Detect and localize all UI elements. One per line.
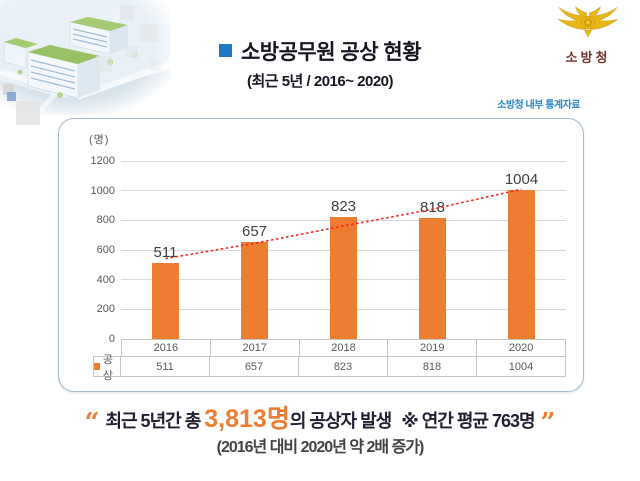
bar-value-label: 818 [419, 198, 446, 216]
bar-value-label: 823 [330, 197, 357, 215]
bar [508, 190, 535, 339]
value-cell: 1004 [477, 356, 566, 377]
value-cell: 818 [388, 356, 477, 377]
legend-swatch-icon [94, 363, 100, 370]
value-cell: 823 [299, 356, 388, 377]
agency-logo: 소방청 [548, 6, 628, 66]
title-bullet-icon [218, 44, 232, 57]
quote-prefix: 최근 5년간 총 [105, 411, 205, 431]
quote-highlight-number: 3,813명 [204, 405, 290, 433]
y-axis-tick-label: 200 [96, 303, 115, 316]
bar-value-label: 1004 [504, 171, 539, 189]
decor-square-light [16, 101, 40, 125]
quote-open-icon: “ [84, 408, 100, 438]
bar [152, 263, 179, 339]
y-axis-tick-label: 1200 [90, 155, 115, 167]
y-axis-tick-label: 0 [108, 333, 115, 345]
y-axis-tick-label: 1000 [90, 184, 115, 197]
source-note: 소방청 내부 통계자료 [497, 100, 580, 111]
year-cell: 2020 [477, 339, 566, 356]
page-title-row: 소방공무원 공상 현황 [0, 36, 640, 66]
bar-value-label: 657 [241, 222, 268, 240]
page-subtitle: (최근 5년 / 2016~ 2020) [246, 73, 394, 90]
y-axis-tick-label: 600 [96, 244, 115, 256]
year-cell: 2018 [299, 339, 389, 356]
decor-square-gray [3, 84, 14, 95]
gridline [121, 190, 566, 192]
page-title: 소방공무원 공상 현황 [240, 41, 422, 64]
year-cell: 2016 [121, 339, 211, 356]
quote-note: ※ 연간 평균 763명 [401, 411, 535, 431]
footer-quote: “최근 5년간 총 3,813명의 공상자 발생 ※ 연간 평균 763명” [0, 399, 640, 438]
year-cell: 2017 [210, 339, 300, 356]
gridline [121, 160, 566, 162]
value-cell: 657 [210, 356, 299, 377]
data-table-years-row: 2016 2017 2018 2019 2020 [121, 339, 566, 356]
quote-close-icon: ” [540, 408, 556, 438]
decor-square-blue [7, 92, 16, 101]
bar [241, 241, 268, 339]
y-axis-unit-label: (명) [89, 134, 110, 146]
data-table-values-row: 511 657 823 818 1004 [121, 356, 566, 377]
agency-emblem-icon [558, 6, 618, 38]
legend-label: 공상 [102, 353, 114, 382]
quote-suffix: 의 공상자 발생 [289, 411, 392, 431]
y-axis-tick-label: 800 [96, 214, 115, 227]
agency-logo-label: 소방청 [565, 50, 611, 65]
building-illustration [0, 0, 172, 125]
building-illustration-art [0, 0, 172, 115]
bar [330, 216, 357, 339]
y-axis-tick-label: 400 [96, 273, 115, 286]
legend-cell: 공상 [93, 354, 121, 382]
chart-panel: (명) 0 200 400 600 800 1000 1200 511 657 823 818 100… [58, 118, 584, 392]
bar-value-label: 511 [153, 244, 178, 262]
bar [419, 217, 446, 339]
value-cell: 511 [121, 356, 210, 377]
year-cell: 2019 [388, 339, 478, 356]
footer-subtext: (2016년 대비 2020년 약 2배 증가) [216, 439, 425, 456]
